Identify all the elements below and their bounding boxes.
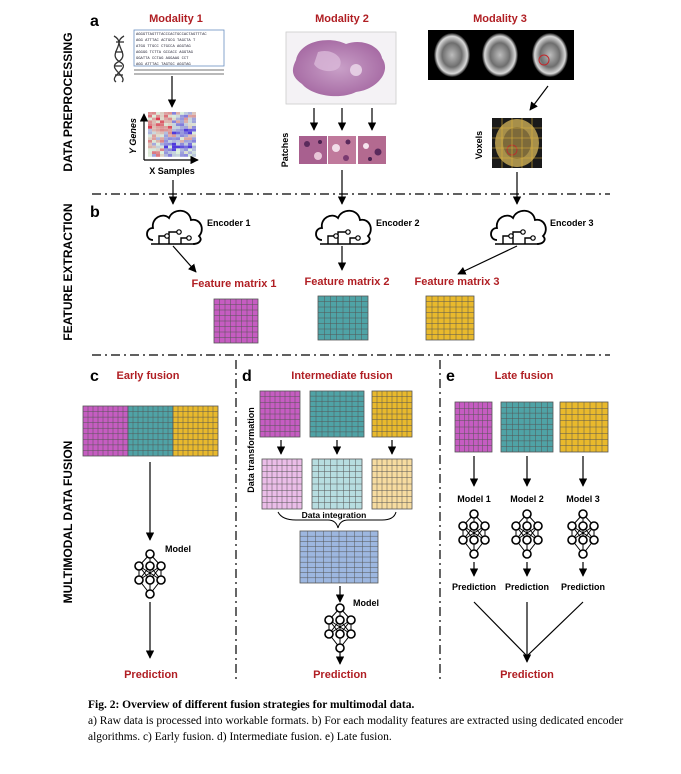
late-merge-line-1 bbox=[473, 601, 528, 657]
mri-scans bbox=[428, 30, 574, 80]
early-fusion-matrix-teal bbox=[127, 405, 174, 457]
late-final-prediction-label: Prediction bbox=[500, 669, 554, 681]
data-integration-label: Data integration bbox=[302, 510, 367, 520]
integration-brace bbox=[277, 511, 397, 529]
intermediate-matrix-magenta bbox=[259, 390, 301, 438]
arrow-encoder-1-to-matrix bbox=[172, 245, 197, 273]
late-prediction-label-1: Prediction bbox=[452, 582, 496, 592]
neural-network-icon bbox=[134, 549, 166, 599]
section-label-extraction: FEATURE EXTRACTION bbox=[61, 203, 75, 340]
section-label-fusion: MULTIMODAL DATA FUSION bbox=[61, 441, 75, 604]
encoder-label-1: Encoder 1 bbox=[207, 218, 251, 228]
histology-patches bbox=[299, 136, 386, 164]
feature-matrix-label-2: Feature matrix 2 bbox=[305, 276, 390, 288]
dna-icon bbox=[113, 35, 125, 83]
modality-title-1: Modality 1 bbox=[149, 13, 203, 25]
late-model-label-2: Model 2 bbox=[510, 494, 544, 504]
caption-title: Fig. 2: Overview of different fusion str… bbox=[88, 699, 415, 711]
late-matrix-yellow bbox=[559, 401, 609, 453]
neural-network-icon bbox=[511, 509, 543, 559]
feature-matrix-3 bbox=[425, 295, 475, 341]
sequence-line: GGATTA CCTAG AGGAAG CCT bbox=[136, 57, 189, 61]
y-genes-label: Y Genes bbox=[128, 118, 138, 154]
feature-matrix-label-1: Feature matrix 1 bbox=[192, 278, 277, 290]
sequence-line: AGGGTTAGTTTACCCACTGCCACTAGTTTAC bbox=[136, 33, 207, 37]
late-merge-line-2 bbox=[526, 601, 584, 657]
late-model-label-1: Model 1 bbox=[457, 494, 491, 504]
x-samples-label: X Samples bbox=[149, 166, 195, 176]
late-matrix-magenta bbox=[454, 401, 493, 453]
late-prediction-label-3: Prediction bbox=[561, 582, 605, 592]
sequence-line: AGG ATTTAC ACTGCG TAGCTA T bbox=[136, 39, 196, 43]
early-prediction-label: Prediction bbox=[124, 669, 178, 681]
section-label-preprocessing: DATA PREPROCESSING bbox=[61, 32, 75, 171]
caption-body: a) Raw data is processed into workable f… bbox=[88, 715, 624, 743]
voxels-label: Voxels bbox=[474, 131, 484, 159]
arrow-encoder-3-to-matrix bbox=[457, 245, 518, 275]
panel-letter-c: c bbox=[90, 368, 99, 385]
panel-letter-d: d bbox=[242, 368, 252, 385]
intermediate-model-label: Model bbox=[353, 598, 379, 608]
arrow-mri-to-voxels bbox=[529, 85, 549, 111]
histology-slide bbox=[285, 31, 397, 105]
patches-label: Patches bbox=[280, 133, 290, 168]
feature-matrix-label-3: Feature matrix 3 bbox=[415, 276, 500, 288]
panel-letter-e: e bbox=[446, 368, 455, 385]
panel-letter-b: b bbox=[90, 204, 100, 221]
transformed-matrix-magenta bbox=[261, 458, 303, 510]
encoder-cloud-icon bbox=[315, 209, 372, 245]
encoder-cloud-icon bbox=[490, 209, 547, 245]
sequence-line: ATGG TTGCC CTGCCA AGGTAG bbox=[136, 45, 191, 49]
late-prediction-label-2: Prediction bbox=[505, 582, 549, 592]
early-fusion-matrix-yellow bbox=[172, 405, 219, 457]
intermediate-prediction-label: Prediction bbox=[313, 669, 367, 681]
data-transformation-label: Data transformation bbox=[246, 407, 256, 493]
figure-caption: Fig. 2: Overview of different fusion str… bbox=[88, 697, 658, 745]
intermediate-matrix-yellow bbox=[371, 390, 413, 438]
panel-letter-a: a bbox=[90, 13, 99, 30]
figure-diagram: DATA PREPROCESSING FEATURE EXTRACTION MU… bbox=[61, 13, 610, 681]
neural-network-icon bbox=[567, 509, 599, 559]
late-fusion-title: Late fusion bbox=[495, 370, 554, 382]
feature-matrix-1 bbox=[213, 298, 259, 344]
integrated-matrix bbox=[299, 530, 379, 584]
voxel-brain bbox=[492, 118, 542, 168]
transformed-matrix-teal bbox=[311, 458, 363, 510]
encoder-cloud-icon bbox=[146, 209, 203, 245]
sequence-box: AGGGTTAGTTTACCCACTGCCACTAGTTTAC AGG ATTT… bbox=[133, 29, 225, 75]
modality-title-2: Modality 2 bbox=[315, 13, 369, 25]
early-fusion-title: Early fusion bbox=[117, 370, 180, 382]
feature-matrix-2 bbox=[317, 295, 369, 341]
neural-network-icon bbox=[458, 509, 490, 559]
sequence-line: AGG ATTTAC TAGTGC AGGTAG bbox=[136, 63, 191, 67]
encoder-label-3: Encoder 3 bbox=[550, 218, 594, 228]
expression-heatmap bbox=[148, 112, 196, 157]
sequence-line: AGGGG TCTTA GCCACC AGGTAG bbox=[136, 51, 194, 55]
intermediate-fusion-title: Intermediate fusion bbox=[291, 370, 393, 382]
intermediate-matrix-teal bbox=[309, 390, 365, 438]
late-matrix-teal bbox=[500, 401, 554, 453]
late-model-label-3: Model 3 bbox=[566, 494, 600, 504]
early-fusion-matrix-magenta bbox=[82, 405, 129, 457]
early-model-label: Model bbox=[165, 544, 191, 554]
transformed-matrix-yellow bbox=[371, 458, 413, 510]
encoder-label-2: Encoder 2 bbox=[376, 218, 420, 228]
neural-network-icon bbox=[324, 603, 356, 653]
modality-title-3: Modality 3 bbox=[473, 13, 527, 25]
